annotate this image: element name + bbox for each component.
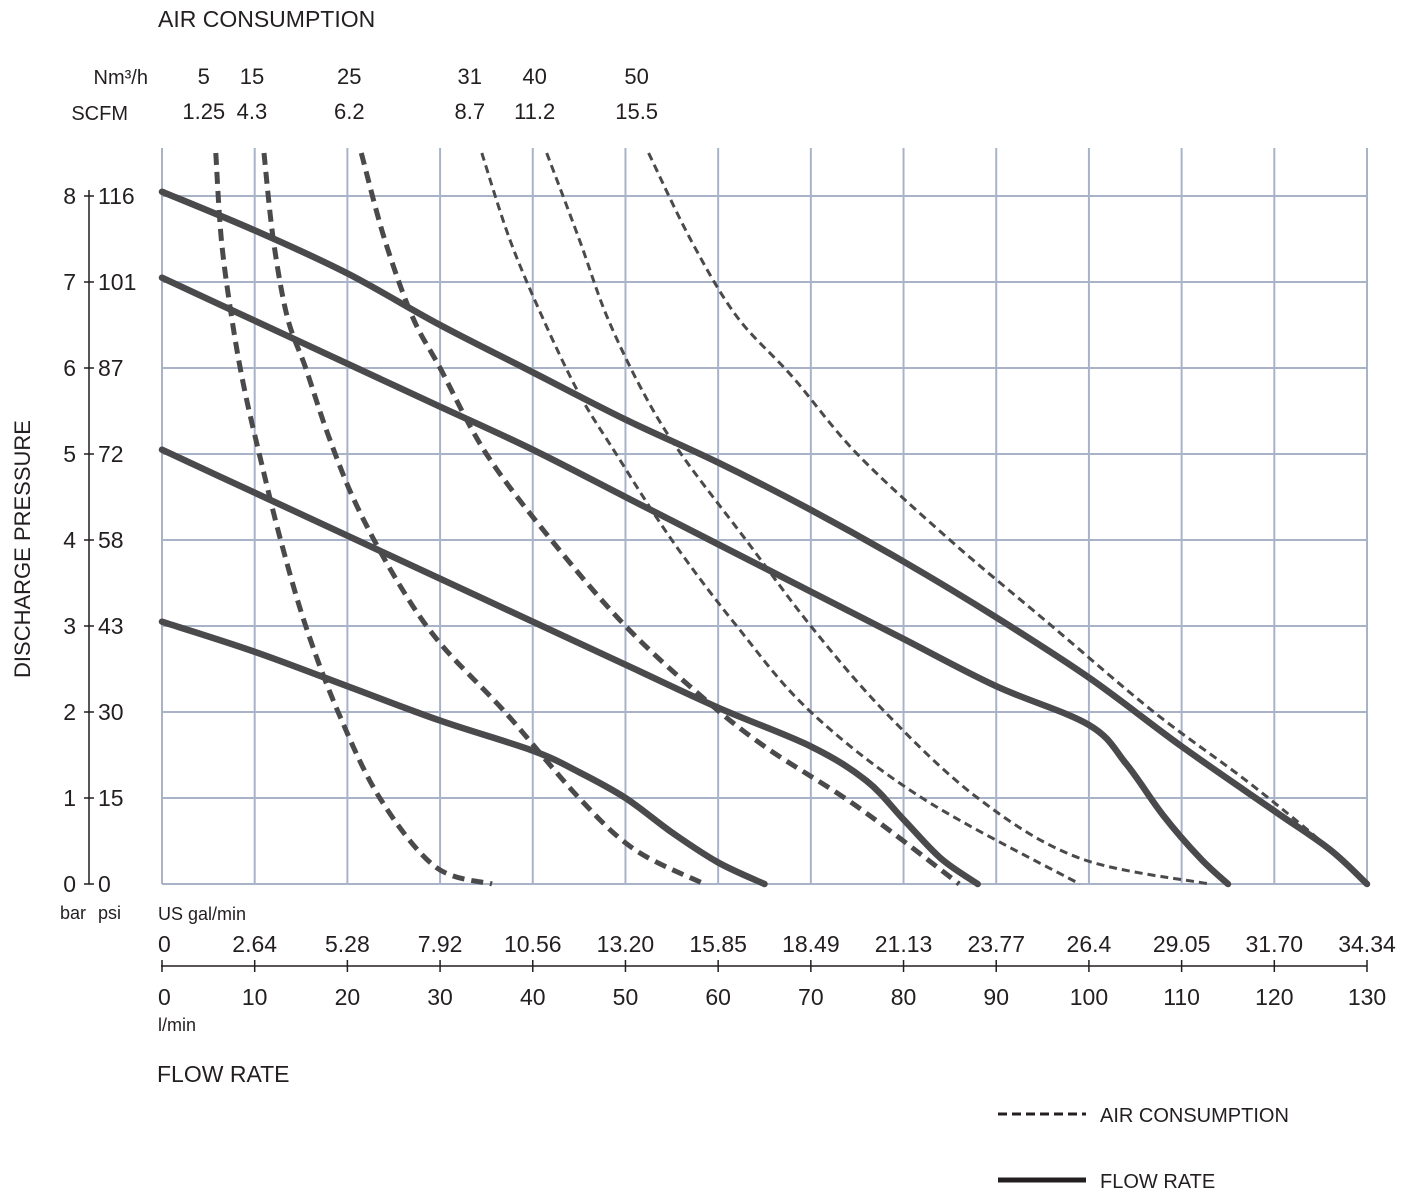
x-tick-label-lmin: 40 — [520, 984, 546, 1010]
air-consumption-curve — [480, 152, 1081, 886]
x-tick-label-lmin: 120 — [1255, 984, 1293, 1010]
x-tick-label-galmin: 29.05 — [1153, 931, 1211, 957]
y-tick-label-psi: 30 — [98, 699, 124, 725]
legend: AIR CONSUMPTION FLOW RATE — [998, 1105, 1289, 1193]
x-tick-label-lmin: 60 — [705, 984, 731, 1010]
x-tick-label-lmin: 30 — [427, 984, 453, 1010]
air-consumption-labels: 5 1.25 15 4.3 25 6.2 31 8.7 40 11.2 50 15.5 — [182, 64, 658, 124]
air-label-nm3h: 5 — [198, 64, 210, 89]
air-label-nm3h: 40 — [522, 64, 546, 89]
x-tick-label-galmin: 7.92 — [418, 931, 463, 957]
x-tick-label-lmin: 130 — [1348, 984, 1386, 1010]
x-axis-ticks: 0 0 2.64 10 5.28 20 7.92 30 10.56 40 13.20 50 15.85 6… — [158, 931, 1396, 1010]
y-tick-label-psi: 0 — [98, 871, 111, 897]
y-unit-psi-label: psi — [98, 903, 121, 923]
x-tick-label-lmin: 100 — [1070, 984, 1108, 1010]
air-consumption-curve — [358, 152, 961, 886]
y-tick-label-psi: 15 — [98, 785, 124, 811]
x-tick-label-lmin: 90 — [983, 984, 1009, 1010]
air-consumption-curve — [647, 152, 1369, 886]
x-unit-label: l/min — [158, 1015, 196, 1035]
y-tick-label-psi: 87 — [98, 355, 124, 381]
flow-rate-curve — [158, 274, 1232, 888]
x-tick-label-lmin: 0 — [158, 984, 171, 1010]
y-tick-label-bar: 3 — [63, 613, 76, 639]
x-tick-label-galmin: 18.49 — [782, 931, 840, 957]
air-consumption-curve — [545, 152, 1210, 886]
x-tick-label-galmin: 10.56 — [504, 931, 562, 957]
y-tick-label-bar: 6 — [63, 355, 76, 381]
air-label-nm3h: 31 — [458, 64, 482, 89]
y-axis-title: DISCHARGE PRESSURE — [10, 420, 35, 678]
x-tick-label-galmin: 15.85 — [689, 931, 747, 957]
x-tick-label-lmin: 110 — [1163, 984, 1200, 1010]
flow-rate-curve — [158, 618, 768, 888]
y-tick-label-bar: 2 — [63, 699, 76, 725]
x-tick-label-galmin: 23.77 — [967, 931, 1025, 957]
flow-rate-curves — [158, 188, 1371, 888]
air-label-scfm: 6.2 — [334, 99, 365, 124]
legend-flow-rate-label: FLOW RATE — [1100, 1171, 1215, 1193]
air-label-scfm: 1.25 — [182, 99, 225, 124]
y-tick-label-bar: 0 — [63, 871, 76, 897]
x-tick-label-galmin: 34.34 — [1338, 931, 1396, 957]
y-tick-label-bar: 5 — [63, 441, 76, 467]
y-axis-ticks: 0 0 1 15 2 30 3 43 4 58 5 72 6 87 7 101 8 116 — [63, 183, 136, 897]
y-tick-label-psi: 43 — [98, 613, 124, 639]
flow-rate-curve — [158, 446, 981, 888]
air-unit-scfm-label: SCFM — [71, 103, 128, 125]
x-tick-label-galmin: 21.13 — [875, 931, 933, 957]
air-label-scfm: 15.5 — [615, 99, 658, 124]
x-axis-title: FLOW RATE — [157, 1061, 289, 1087]
air-label-scfm: 8.7 — [454, 99, 485, 124]
air-label-nm3h: 50 — [624, 64, 648, 89]
flow-rate-curve — [158, 188, 1371, 888]
x-tick-label-lmin: 20 — [335, 984, 361, 1010]
air-label-nm3h: 25 — [337, 64, 361, 89]
x-tick-label-lmin: 70 — [798, 984, 824, 1010]
chart-title: AIR CONSUMPTION — [158, 6, 375, 32]
air-label-scfm: 4.3 — [237, 99, 268, 124]
air-consumption-curve — [213, 152, 493, 887]
air-label-nm3h: 15 — [240, 64, 264, 89]
y-tick-label-bar: 1 — [63, 785, 76, 811]
x-tick-label-galmin: 0 — [158, 931, 171, 957]
air-consumption-curves — [213, 152, 1369, 887]
x-tick-label-galmin: 26.4 — [1067, 931, 1112, 957]
y-tick-label-psi: 116 — [98, 183, 135, 209]
grid — [161, 148, 1368, 885]
air-label-scfm: 11.2 — [514, 99, 555, 124]
air-consumption-curve — [261, 152, 706, 887]
y-tick-label-psi: 58 — [98, 527, 124, 553]
x-tick-label-galmin: 2.64 — [232, 931, 277, 957]
y-unit-bar-label: bar — [60, 903, 86, 923]
x-tick-label-galmin: 5.28 — [325, 931, 370, 957]
y-tick-label-psi: 101 — [98, 269, 136, 295]
y-tick-label-bar: 8 — [63, 183, 76, 209]
x-alt-unit-label: US gal/min — [158, 904, 246, 924]
x-tick-label-lmin: 10 — [242, 984, 268, 1010]
y-tick-label-psi: 72 — [98, 441, 124, 467]
y-tick-label-bar: 7 — [63, 269, 76, 295]
x-tick-label-lmin: 50 — [613, 984, 639, 1010]
air-unit-nm3h-label: Nm³/h — [94, 67, 148, 89]
x-tick-label-galmin: 13.20 — [597, 931, 655, 957]
x-tick-label-lmin: 80 — [891, 984, 917, 1010]
legend-air-consumption-label: AIR CONSUMPTION — [1100, 1105, 1289, 1127]
y-tick-label-bar: 4 — [63, 527, 76, 553]
x-tick-label-galmin: 31.70 — [1246, 931, 1304, 957]
